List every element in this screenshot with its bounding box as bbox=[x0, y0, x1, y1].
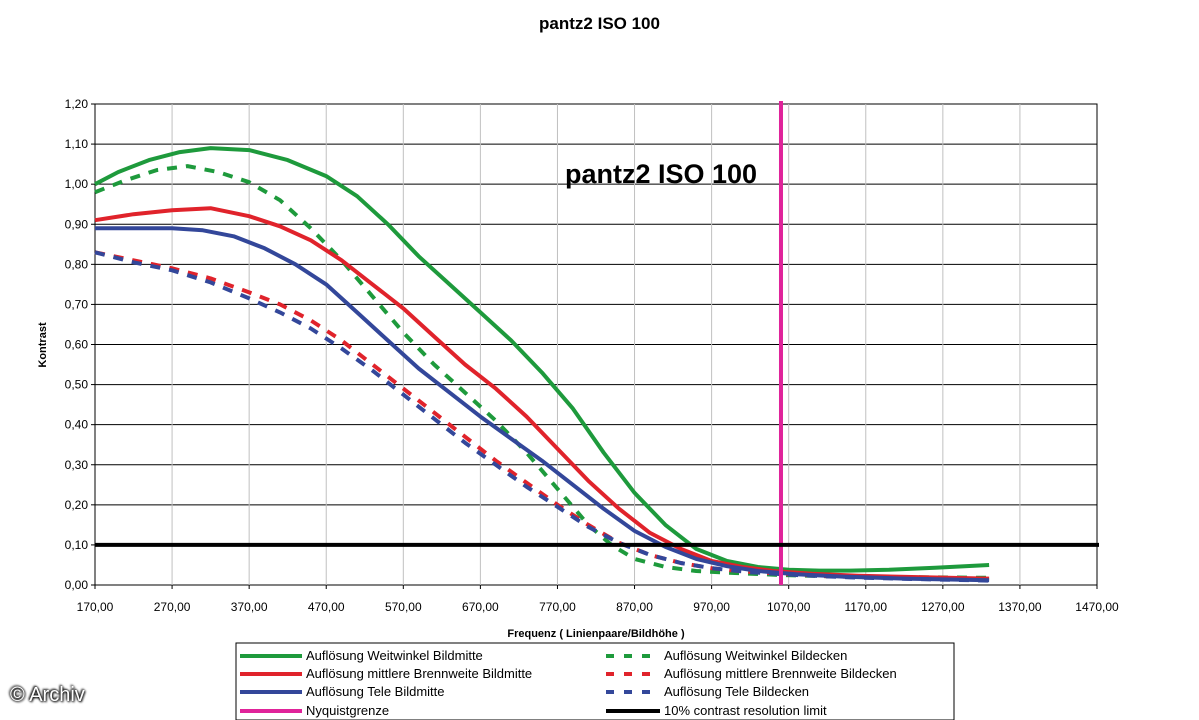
y-axis-ticks: 0,00 0,10 0,20 0,30 0,40 0,50 0,60 0,70 0,80 0,90… bbox=[65, 97, 95, 592]
copyright-watermark: © Archiv bbox=[10, 684, 85, 706]
y-tick-label: 0,10 bbox=[65, 538, 89, 552]
legend-label: Auflösung Weitwinkel Bildecken bbox=[664, 648, 847, 663]
legend-label: Nyquistgrenze bbox=[306, 703, 389, 718]
y-tick-label: 1,20 bbox=[65, 97, 89, 111]
x-axis-ticks: 170,00 270,00 370,00 470,00 570,00 670,00 770,… bbox=[77, 585, 1119, 614]
x-tick-label: 1470,00 bbox=[1075, 600, 1119, 614]
series-line-4 bbox=[94, 250, 990, 582]
reference-lines bbox=[95, 101, 1099, 585]
y-tick-label: 0,20 bbox=[65, 498, 89, 512]
y-tick-label: 0,60 bbox=[65, 338, 89, 352]
series-line-5 bbox=[95, 226, 990, 583]
x-tick-label: 270,00 bbox=[154, 600, 191, 614]
y-tick-label: 0,50 bbox=[65, 378, 89, 392]
y-axis-title: Kontrast bbox=[37, 322, 49, 368]
legend-label: Auflösung Tele Bildmitte bbox=[306, 684, 445, 699]
x-tick-label: 1170,00 bbox=[845, 600, 888, 614]
y-tick-label: 1,10 bbox=[65, 137, 89, 151]
x-tick-label: 1070,00 bbox=[767, 600, 811, 614]
y-tick-label: 0,70 bbox=[65, 297, 89, 311]
legend-label: Auflösung mittlere Brennweite Bildmitte bbox=[306, 666, 532, 681]
x-tick-label: 1270,00 bbox=[921, 600, 965, 614]
legend-box bbox=[235, 642, 955, 720]
y-tick-label: 0,30 bbox=[65, 458, 89, 472]
series-line-1 bbox=[94, 146, 990, 573]
series-line-6 bbox=[94, 250, 990, 583]
x-tick-label: 570,00 bbox=[385, 600, 422, 614]
x-tick-label: 870,00 bbox=[616, 600, 653, 614]
inner-chart-title: pantz2 ISO 100 bbox=[565, 159, 757, 189]
series-lines bbox=[94, 146, 990, 583]
x-tick-label: 1370,00 bbox=[998, 600, 1042, 614]
legend-label: Auflösung Weitwinkel Bildmitte bbox=[306, 648, 483, 663]
legend-label: 10% contrast resolution limit bbox=[664, 703, 827, 718]
y-tick-label: 0,00 bbox=[65, 578, 89, 592]
x-tick-label: 670,00 bbox=[462, 600, 499, 614]
y-tick-label: 0,40 bbox=[65, 418, 89, 432]
y-tick-label: 0,90 bbox=[65, 217, 89, 231]
x-tick-label: 470,00 bbox=[308, 600, 345, 614]
series-line-2 bbox=[94, 164, 990, 580]
legend-label: Auflösung mittlere Brennweite Bildecken bbox=[664, 666, 897, 681]
x-axis-title: Frequenz ( Linienpaare/Bildhöhe ) bbox=[507, 628, 685, 640]
y-tick-label: 0,80 bbox=[65, 257, 89, 271]
legend-label: Auflösung Tele Bildecken bbox=[664, 684, 809, 699]
x-tick-label: 170,00 bbox=[77, 600, 114, 614]
x-tick-label: 970,00 bbox=[693, 600, 730, 614]
x-tick-label: 770,00 bbox=[539, 600, 576, 614]
legend: Auflösung Weitwinkel Bildmitte Auflösung … bbox=[235, 642, 955, 720]
y-tick-label: 1,00 bbox=[65, 177, 89, 191]
chart-title: pantz2 ISO 100 bbox=[539, 14, 660, 33]
x-tick-label: 370,00 bbox=[231, 600, 268, 614]
